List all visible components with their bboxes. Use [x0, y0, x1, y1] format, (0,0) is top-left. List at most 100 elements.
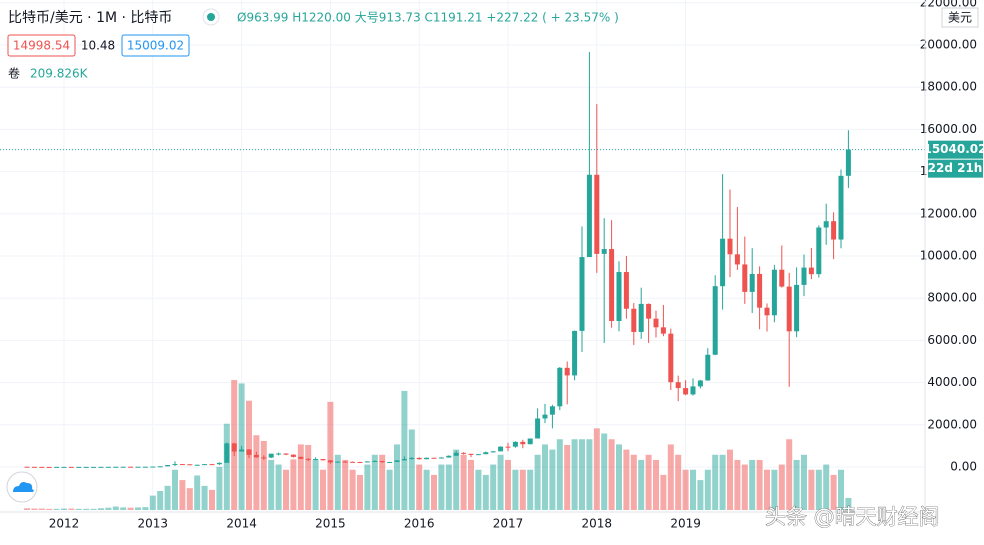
candle-body — [697, 380, 703, 387]
candle-body — [771, 269, 777, 316]
volume-bar — [667, 444, 674, 510]
candle-body — [453, 452, 459, 456]
ask-box[interactable] — [121, 34, 190, 57]
volume-bar — [675, 454, 682, 510]
volume-bar — [497, 454, 504, 510]
volume-bar — [519, 469, 526, 510]
candle-body — [424, 457, 430, 460]
candle-body — [387, 462, 393, 464]
candle-body — [475, 454, 481, 456]
candle-body — [165, 465, 171, 467]
candle-body — [764, 307, 770, 316]
volume-bar — [741, 464, 748, 510]
y-tick-label: 20000.00 — [920, 38, 977, 52]
candle-body — [61, 466, 67, 468]
volume-bar — [438, 464, 445, 510]
candle-body — [572, 330, 578, 376]
candle-body — [39, 466, 45, 468]
candle-body — [401, 459, 407, 461]
candle-body — [786, 286, 792, 332]
candle-body — [187, 464, 193, 466]
candle-body — [113, 466, 119, 468]
volume-bar — [194, 475, 201, 510]
x-tick-label: 2013 — [138, 517, 169, 531]
countdown: 22d 21h — [928, 161, 983, 175]
volume-bar — [608, 439, 615, 510]
y-tick-label: 16000.00 — [920, 122, 977, 136]
candle-body — [276, 453, 282, 455]
candle-body — [490, 451, 496, 453]
volume-bar — [223, 423, 230, 510]
candle-body — [283, 453, 289, 455]
volume-bar — [601, 433, 608, 510]
candle-body — [542, 414, 548, 419]
candle-body — [631, 308, 637, 332]
candle-body — [734, 254, 740, 265]
volume-bar — [830, 474, 837, 510]
y-tick-label: 4000.00 — [927, 375, 977, 389]
candle-body — [527, 438, 533, 445]
volume-bar — [719, 454, 726, 510]
x-tick-label: 2014 — [226, 517, 257, 531]
candle-body — [808, 267, 814, 275]
y-tick-label: 0.00 — [950, 459, 977, 473]
volume-bar — [68, 508, 75, 510]
volume-bar — [749, 459, 756, 510]
volume-bar — [534, 454, 541, 510]
volume-bar — [120, 507, 127, 510]
currency-box[interactable] — [941, 7, 979, 28]
candle-body — [194, 464, 200, 466]
volume-bar — [394, 444, 400, 510]
candle-body — [712, 286, 718, 355]
volume-bar — [31, 508, 38, 510]
volume-value: 209.826K — [30, 67, 89, 81]
candle-body — [468, 453, 474, 455]
volume-bar — [357, 474, 363, 510]
volume-bar — [845, 497, 852, 510]
candle-body — [616, 272, 622, 321]
candle-body — [779, 269, 785, 287]
volume-bar — [593, 428, 600, 510]
volume-bar — [571, 439, 578, 510]
candle-body — [239, 449, 245, 452]
candle-body — [668, 333, 674, 383]
candle-body — [831, 221, 837, 240]
candle-body — [549, 406, 555, 415]
x-tick-label: 2018 — [582, 517, 613, 531]
volume-bar — [801, 454, 807, 510]
volume-bar — [416, 464, 423, 510]
watermark: 头条 @晴天财经阁 — [765, 505, 940, 529]
candle-body — [794, 284, 800, 332]
candle-body — [364, 461, 370, 463]
bid-box[interactable] — [7, 34, 76, 57]
volume-bar — [630, 454, 637, 510]
volume-bar — [564, 445, 571, 510]
logo-cloud — [13, 482, 34, 492]
candle-body — [638, 303, 644, 332]
candle-body — [409, 457, 415, 460]
grid — [0, 0, 925, 512]
volume-bar — [186, 488, 193, 510]
volume-bar — [793, 459, 800, 510]
candle-body — [372, 461, 378, 463]
volume-bar — [401, 390, 408, 510]
volume-bar — [445, 464, 452, 510]
y-tick-label: 10000.00 — [920, 249, 977, 263]
candle-body — [305, 458, 311, 460]
volume-bar — [283, 469, 289, 510]
volume-bar — [209, 489, 215, 510]
candle-body — [31, 466, 37, 468]
volume-bar — [808, 469, 815, 510]
volume-bar — [268, 459, 275, 510]
candle-body — [261, 457, 267, 459]
candle-body — [801, 267, 807, 285]
candle-body — [98, 466, 104, 468]
candle-body — [142, 466, 148, 468]
volume-bar — [460, 454, 467, 510]
volume-bar — [105, 507, 112, 510]
volume-bar — [645, 454, 652, 510]
volume-bar — [379, 454, 386, 510]
candle-body — [54, 466, 60, 468]
volume-bar — [320, 469, 326, 510]
candle-body — [720, 238, 726, 287]
